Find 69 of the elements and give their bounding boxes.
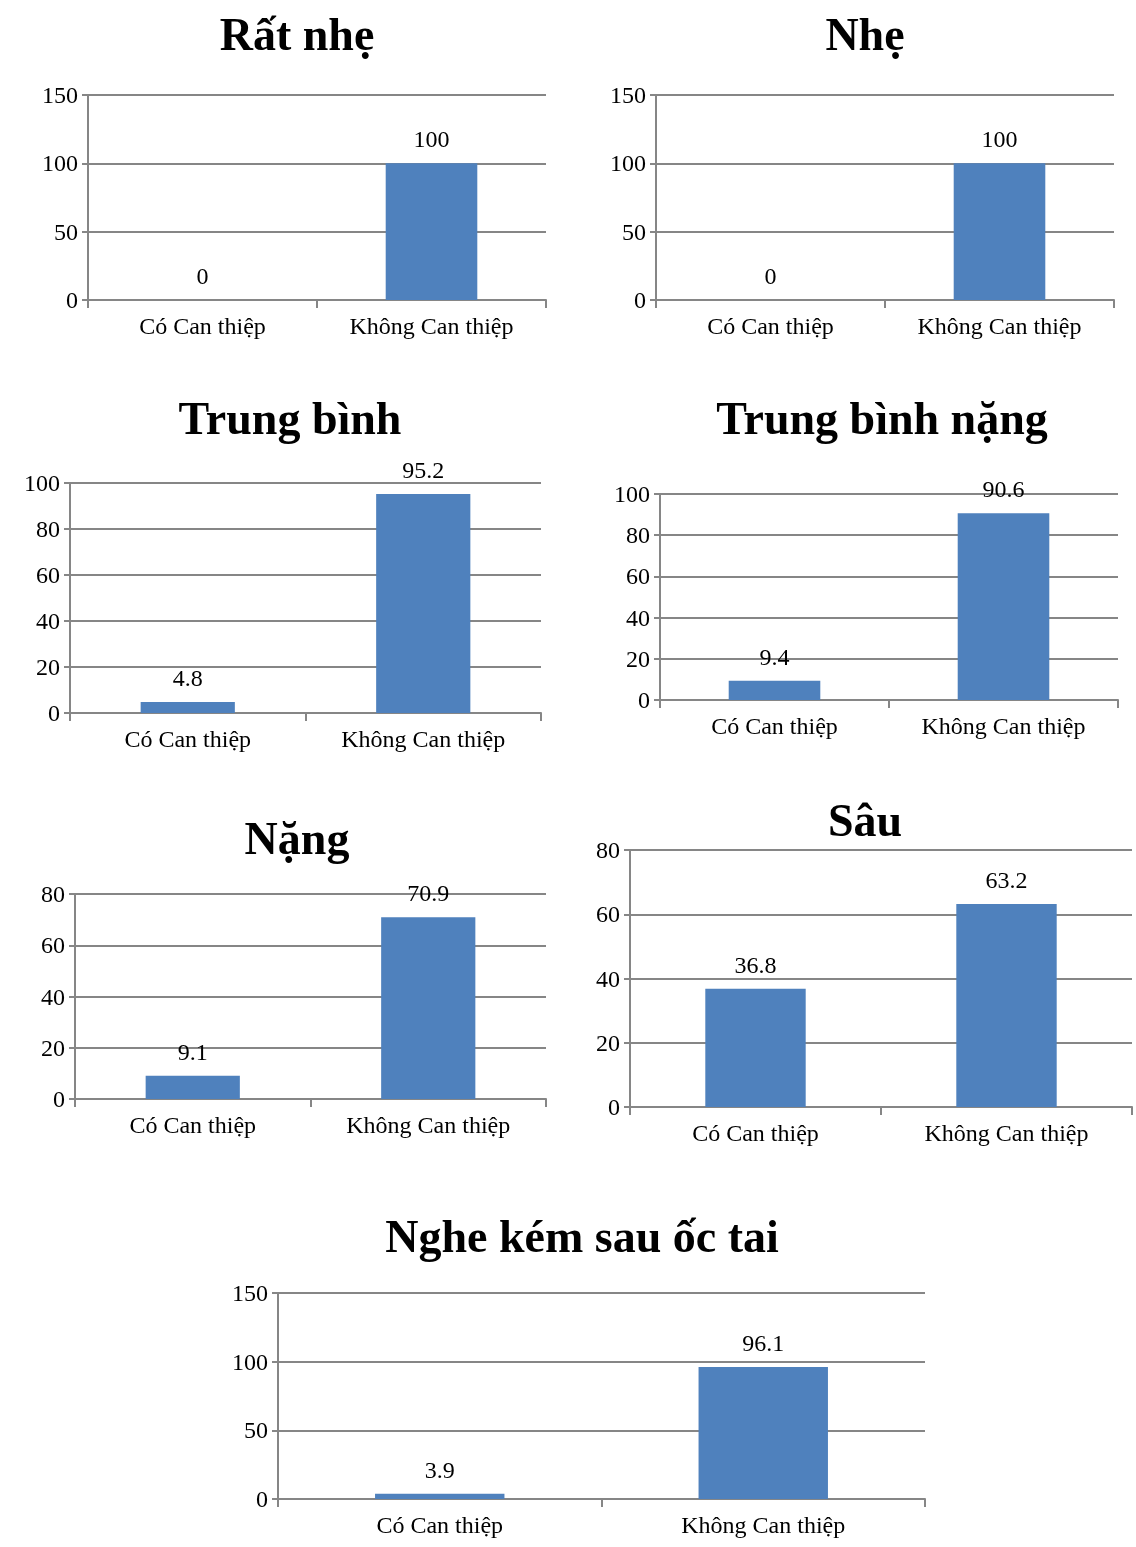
data-label: 36.8 bbox=[734, 951, 777, 978]
y-tick-label: 80 bbox=[41, 881, 65, 907]
y-tick-label: 60 bbox=[596, 901, 620, 928]
y-tick-label: 0 bbox=[256, 1486, 268, 1512]
x-tick-label: Không Can thiệp bbox=[921, 713, 1086, 739]
chart-title: Trung bình bbox=[178, 392, 402, 444]
y-tick-label: 100 bbox=[24, 470, 60, 496]
y-tick-label: 100 bbox=[614, 481, 650, 507]
y-tick-label: 20 bbox=[36, 654, 60, 680]
y-tick-label: 0 bbox=[53, 1086, 65, 1112]
y-tick-label: 60 bbox=[41, 932, 65, 959]
y-tick-label: 50 bbox=[54, 218, 78, 245]
x-tick-label: Không Can thiệp bbox=[924, 1120, 1089, 1146]
y-tick-label: 100 bbox=[610, 150, 646, 177]
y-tick-label: 20 bbox=[41, 1034, 65, 1061]
data-label: 3.9 bbox=[424, 1456, 455, 1483]
data-label: 100 bbox=[413, 126, 450, 153]
x-tick-label: Có Can thiệp bbox=[124, 726, 252, 752]
y-tick-label: 60 bbox=[626, 563, 650, 590]
y-tick-label: 80 bbox=[596, 837, 620, 863]
data-label: 4.8 bbox=[172, 664, 203, 691]
chart-title: Nặng bbox=[244, 812, 350, 864]
y-tick-label: 50 bbox=[244, 1417, 268, 1444]
data-label: 95.2 bbox=[402, 457, 445, 484]
chart-title: Rất nhẹ bbox=[219, 8, 375, 60]
y-tick-label: 100 bbox=[42, 150, 78, 177]
data-label: 70.9 bbox=[407, 880, 450, 907]
data-label: 0 bbox=[764, 263, 777, 289]
y-tick-label: 50 bbox=[622, 218, 646, 245]
chart-title: Nhẹ bbox=[825, 8, 905, 60]
x-tick-label: Có Can thiệp bbox=[139, 313, 266, 339]
y-tick-label: 0 bbox=[48, 700, 60, 726]
x-tick-label: Có Can thiệp bbox=[376, 1512, 504, 1538]
y-tick-label: 0 bbox=[608, 1094, 620, 1120]
chart-title: Trung bình nặng bbox=[716, 392, 1048, 444]
y-tick-label: 150 bbox=[610, 82, 646, 108]
x-tick-label: Không Can thiệp bbox=[346, 1112, 511, 1138]
data-label: 0 bbox=[196, 263, 209, 289]
y-tick-label: 20 bbox=[596, 1029, 620, 1056]
y-tick-label: 40 bbox=[596, 965, 620, 992]
chart-title: Sâu bbox=[827, 794, 903, 846]
y-tick-label: 80 bbox=[36, 516, 60, 542]
data-label: 9.4 bbox=[759, 643, 790, 670]
y-tick-label: 40 bbox=[626, 604, 650, 631]
y-tick-label: 150 bbox=[232, 1280, 268, 1306]
chart-title: Nghe kém sau ốc tai bbox=[385, 1210, 779, 1262]
x-tick-label: Không Can thiệp bbox=[681, 1512, 846, 1538]
y-tick-label: 150 bbox=[42, 82, 78, 108]
data-label: 63.2 bbox=[985, 866, 1028, 893]
y-tick-label: 40 bbox=[41, 983, 65, 1010]
x-tick-label: Không Can thiệp bbox=[349, 313, 514, 339]
x-tick-label: Có Can thiệp bbox=[711, 713, 838, 739]
y-tick-label: 0 bbox=[638, 687, 650, 713]
y-tick-label: 0 bbox=[634, 287, 646, 313]
x-tick-label: Có Can thiệp bbox=[692, 1120, 819, 1146]
y-tick-label: 80 bbox=[626, 522, 650, 549]
y-tick-label: 60 bbox=[36, 562, 60, 588]
data-label: 9.1 bbox=[177, 1038, 208, 1065]
x-tick-label: Có Can thiệp bbox=[129, 1112, 257, 1138]
x-tick-label: Có Can thiệp bbox=[707, 313, 834, 339]
data-label: 100 bbox=[981, 126, 1018, 153]
y-tick-label: 20 bbox=[626, 645, 650, 672]
x-tick-label: Không Can thiệp bbox=[917, 313, 1082, 339]
y-tick-label: 40 bbox=[36, 608, 60, 634]
x-tick-label: Không Can thiệp bbox=[341, 726, 506, 752]
y-tick-label: 100 bbox=[232, 1348, 268, 1375]
y-tick-label: 0 bbox=[66, 287, 78, 313]
data-label: 90.6 bbox=[982, 476, 1025, 503]
data-label: 96.1 bbox=[742, 1330, 785, 1357]
